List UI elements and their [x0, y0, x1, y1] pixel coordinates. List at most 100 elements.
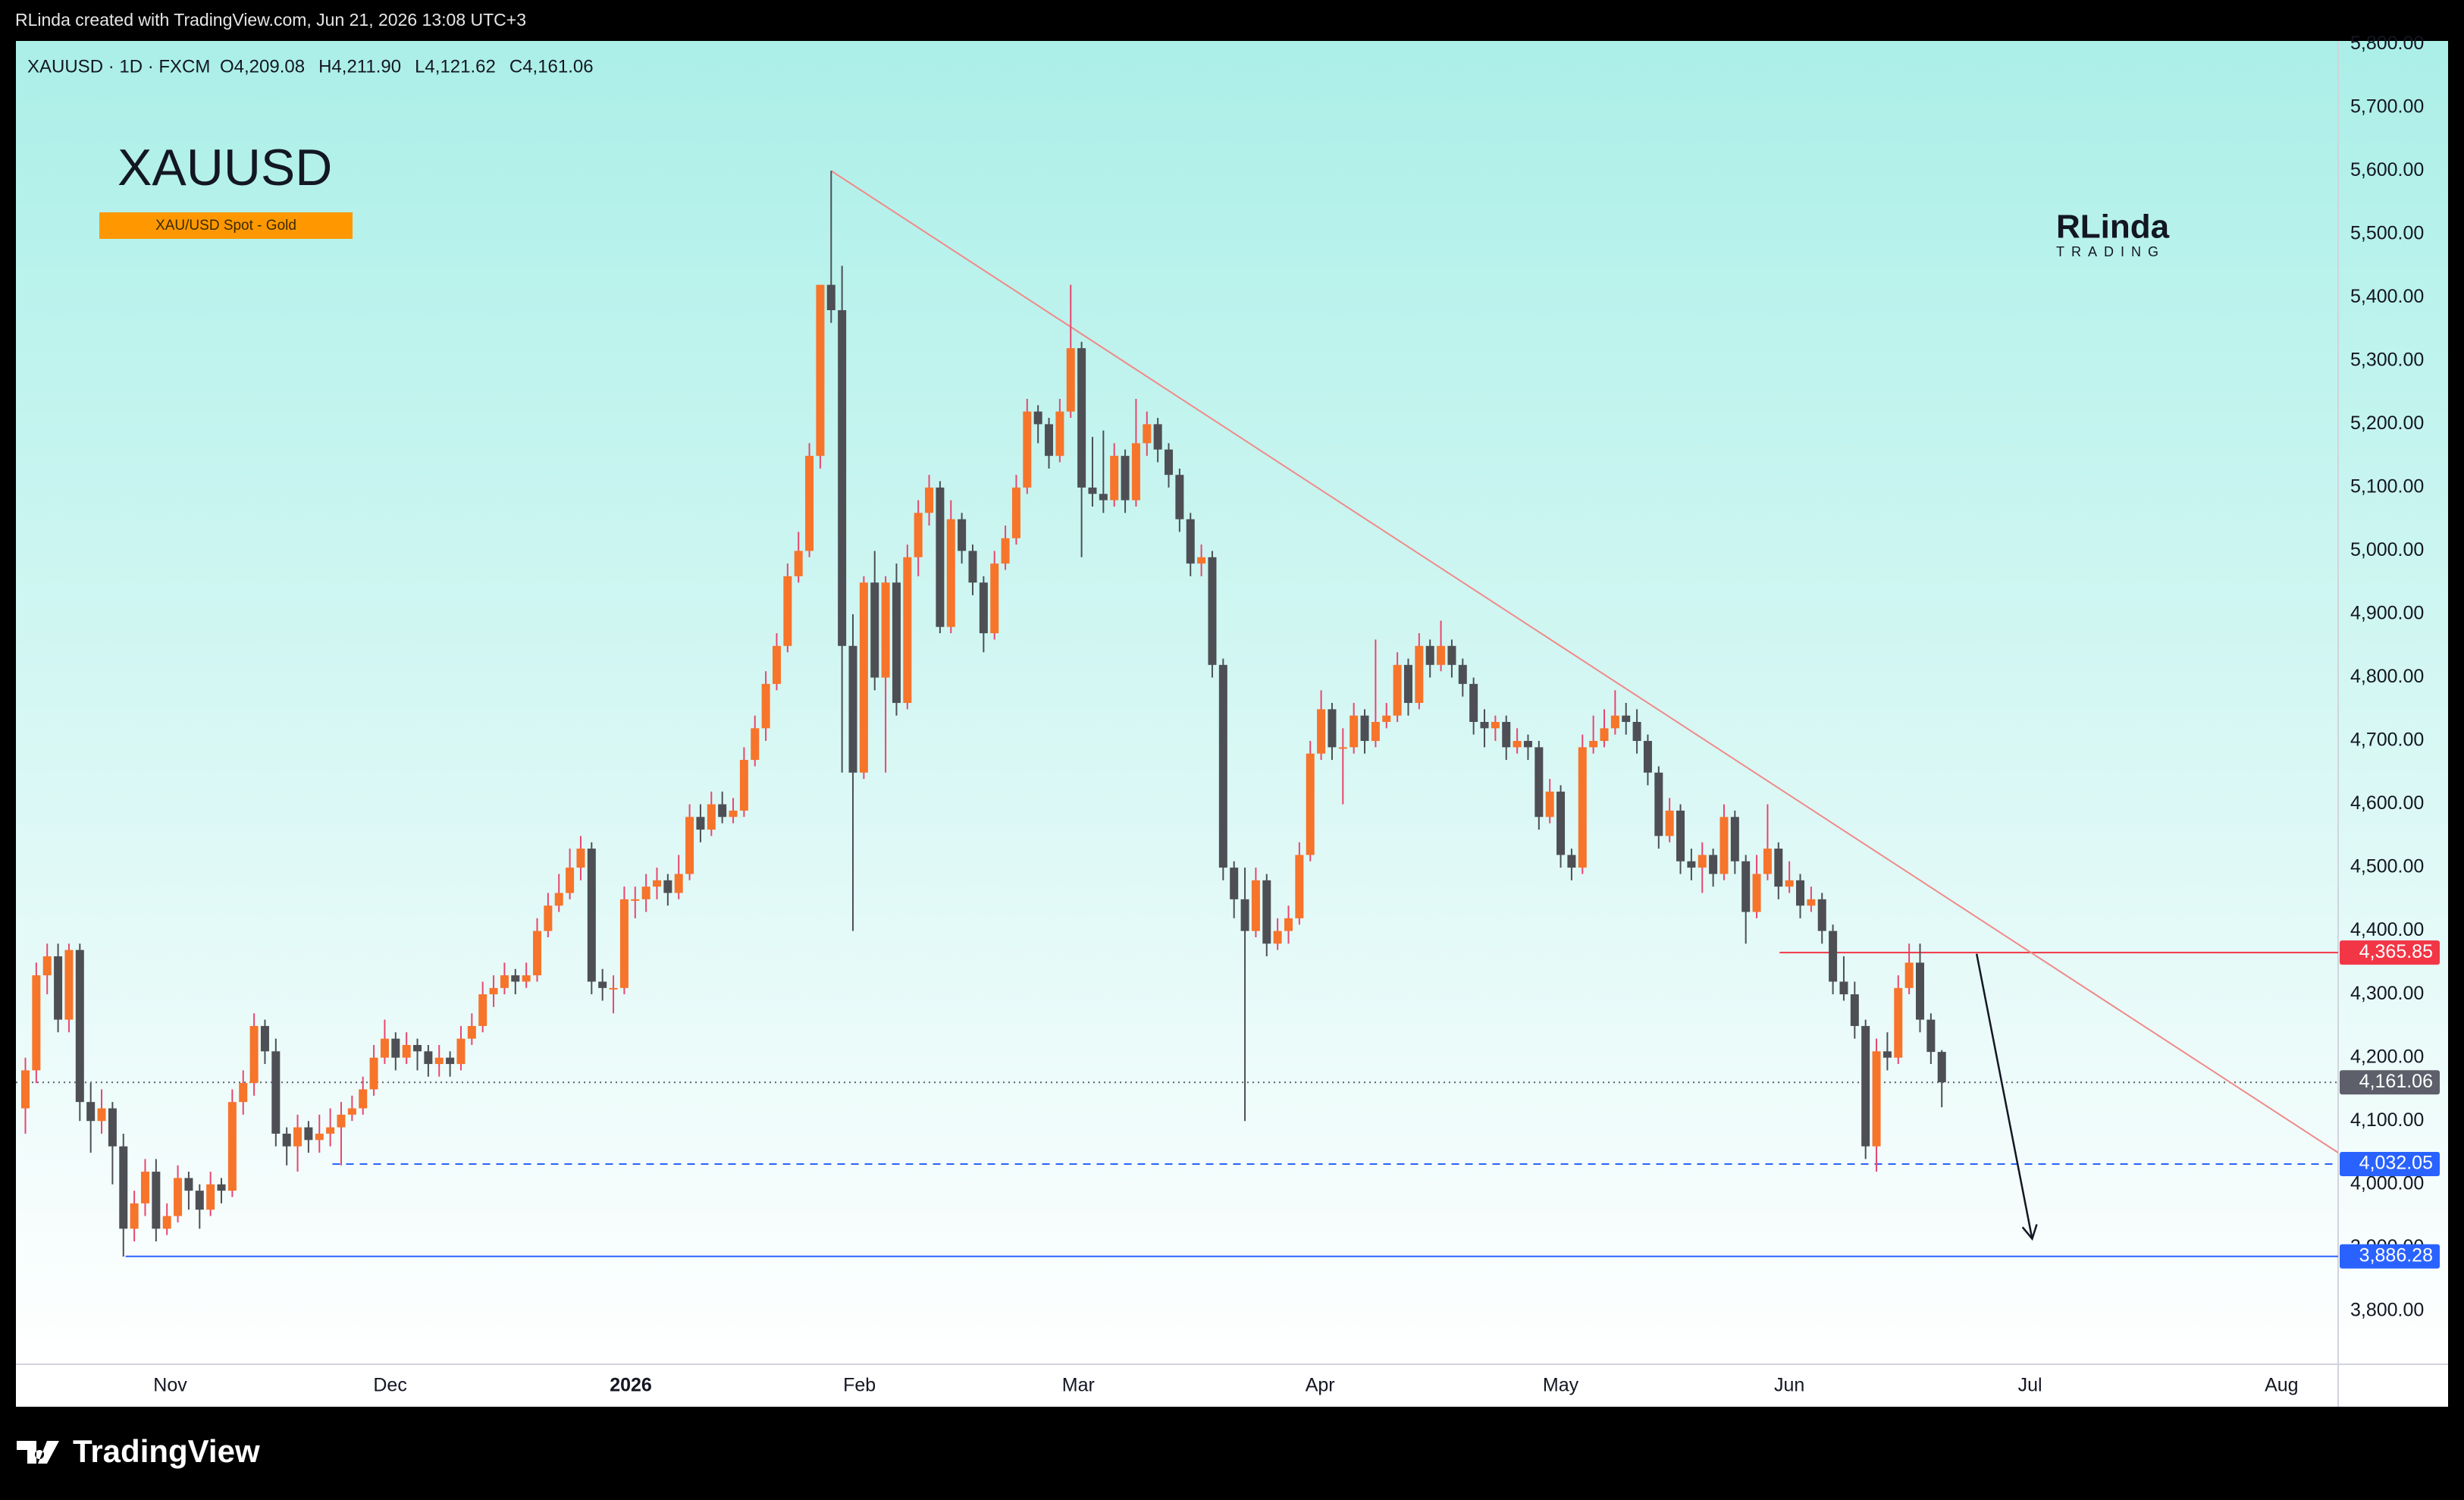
candle: [1654, 766, 1663, 849]
candle-body: [1382, 715, 1391, 722]
candle-body: [54, 956, 63, 1020]
candle-body: [1371, 721, 1380, 742]
price-tag-label: 4,032.05: [2359, 1153, 2433, 1174]
candle-body: [489, 987, 498, 995]
candle-body: [619, 899, 629, 988]
x-tick-label: Dec: [373, 1375, 406, 1396]
candle-body: [881, 582, 890, 678]
candle: [892, 563, 901, 716]
candle-body: [1545, 791, 1554, 817]
x-tick-label: 2026: [610, 1375, 652, 1396]
candle: [184, 1172, 193, 1210]
y-tick-label: 4,200.00: [2350, 1046, 2424, 1067]
candle: [1894, 975, 1903, 1065]
candle-body: [1872, 1051, 1881, 1147]
candle: [1360, 709, 1369, 754]
candle: [1545, 779, 1554, 824]
candle-body: [1415, 645, 1424, 703]
candle-body: [32, 975, 41, 1071]
candle: [1306, 741, 1315, 861]
candle-body: [631, 899, 640, 901]
candle-body: [1882, 1051, 1892, 1058]
price-tag: [2340, 1151, 2440, 1176]
candle: [500, 962, 509, 995]
candle-body: [1208, 557, 1217, 665]
candle-body: [1513, 741, 1522, 748]
candle: [1600, 709, 1609, 748]
candle-body: [1066, 348, 1075, 412]
y-tick-label: 4,000.00: [2350, 1172, 2424, 1194]
candle: [794, 532, 803, 583]
candle: [1589, 715, 1598, 754]
candle-body: [97, 1108, 106, 1122]
candle: [1719, 804, 1729, 880]
y-tick-label: 5,400.00: [2350, 286, 2424, 307]
candle-body: [227, 1102, 237, 1191]
candle: [1186, 513, 1195, 576]
candle: [1230, 861, 1239, 918]
candle: [1393, 652, 1402, 722]
candle-body: [478, 994, 487, 1026]
candle: [870, 551, 879, 691]
candle: [1033, 405, 1042, 444]
candle: [1284, 905, 1293, 944]
candle-body: [152, 1172, 161, 1229]
candle: [936, 481, 945, 634]
candle: [97, 1089, 106, 1134]
candle-body: [1523, 741, 1532, 748]
candle: [1926, 1013, 1936, 1065]
candle: [413, 1038, 422, 1071]
candle: [1807, 887, 1816, 912]
candle: [1829, 924, 1838, 995]
candle: [1741, 855, 1751, 944]
candle-body: [1403, 664, 1412, 703]
candle: [217, 1178, 226, 1203]
candle: [598, 968, 607, 1001]
candle-body: [1926, 1019, 1936, 1053]
candle-body: [293, 1127, 303, 1147]
candle: [859, 576, 868, 780]
candle-body: [1218, 664, 1227, 868]
candle-body: [968, 551, 977, 583]
candle: [1839, 956, 1848, 1001]
candle: [848, 613, 857, 931]
candle-body: [729, 810, 738, 817]
candle: [271, 1038, 281, 1147]
candle-body: [870, 582, 879, 678]
ohlc-legend: O4,209.08 H4,211.90 L4,121.62 C4,161.06: [220, 56, 594, 77]
candle: [64, 943, 74, 1033]
candle-body: [1850, 994, 1859, 1026]
candle-body: [64, 949, 74, 1020]
candle: [1425, 639, 1434, 678]
x-tick-label: Jul: [2018, 1375, 2042, 1396]
candle-body: [1437, 645, 1446, 665]
candle: [1730, 810, 1739, 874]
candle-body: [75, 949, 84, 1103]
candle: [1610, 690, 1619, 735]
badge: [99, 212, 353, 239]
candle: [652, 868, 661, 899]
candle-body: [685, 817, 694, 874]
price-tag: [2340, 1244, 2440, 1269]
candle: [554, 874, 563, 912]
candle: [239, 1070, 248, 1115]
candle-body: [511, 975, 520, 982]
candle-body: [413, 1044, 422, 1052]
candle-body: [990, 563, 999, 634]
candle-body: [1153, 424, 1162, 450]
candle-body: [663, 880, 672, 893]
candle-body: [239, 1083, 248, 1103]
candle: [1077, 341, 1086, 557]
footer-logo: TradingView: [17, 1433, 260, 1469]
candle: [1665, 798, 1674, 843]
candle: [1328, 702, 1337, 761]
candle: [903, 544, 912, 710]
candle: [772, 633, 781, 691]
candle-body: [1774, 849, 1783, 887]
candle-body: [783, 576, 792, 646]
candle-body: [1045, 424, 1054, 457]
candle-body: [424, 1051, 433, 1065]
candle-body: [1502, 721, 1511, 748]
y-tick-label: 4,100.00: [2350, 1109, 2424, 1131]
candle-body: [174, 1178, 183, 1216]
